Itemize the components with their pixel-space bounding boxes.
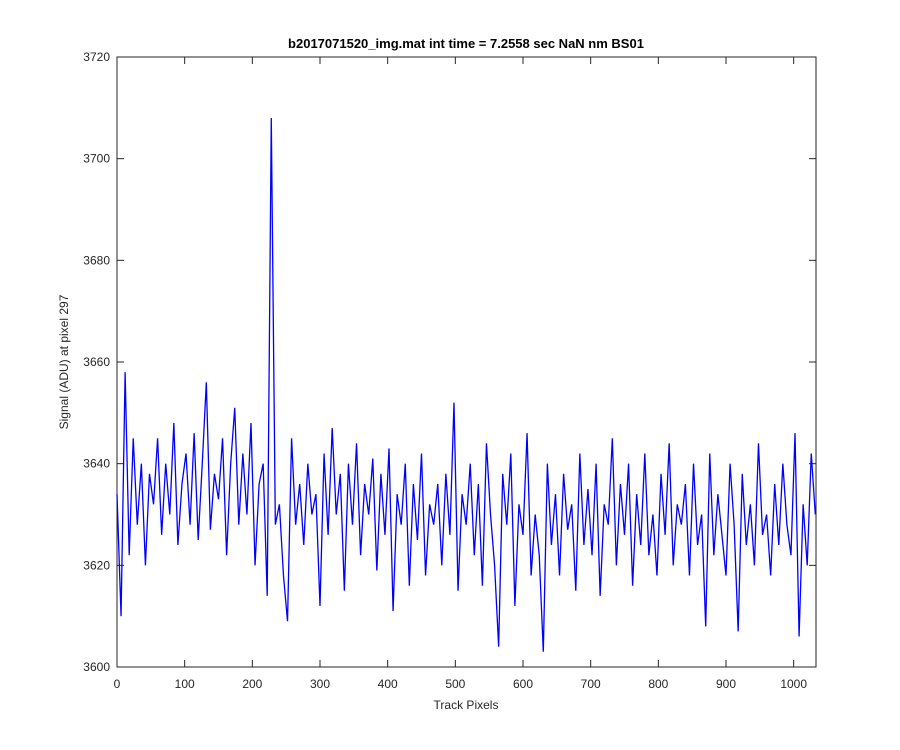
y-tick-label: 3600	[83, 660, 110, 674]
x-tick-label: 800	[648, 677, 668, 691]
x-tick-label: 0	[114, 677, 121, 691]
x-tick-label: 900	[716, 677, 736, 691]
y-tick-label: 3640	[83, 457, 110, 471]
y-tick-label: 3620	[83, 558, 110, 572]
y-axis-label: Signal (ADU) at pixel 297	[57, 294, 71, 429]
y-tick-label: 3680	[83, 253, 110, 267]
x-tick-label: 200	[242, 677, 262, 691]
x-tick-label: 500	[445, 677, 465, 691]
y-tick-label: 3720	[83, 50, 110, 64]
x-tick-label: 400	[378, 677, 398, 691]
x-tick-label: 100	[175, 677, 195, 691]
x-tick-label: 700	[581, 677, 601, 691]
y-tick-label: 3700	[83, 152, 110, 166]
plot-area	[116, 56, 817, 668]
data-line	[116, 117, 816, 652]
x-tick-label: 1000	[780, 677, 807, 691]
y-tick-label: 3660	[83, 355, 110, 369]
x-tick-label: 600	[513, 677, 533, 691]
x-tick-label: 300	[310, 677, 330, 691]
x-axis-label: Track Pixels	[434, 698, 499, 712]
chart-title: b2017071520_img.mat int time = 7.2558 se…	[288, 36, 644, 51]
